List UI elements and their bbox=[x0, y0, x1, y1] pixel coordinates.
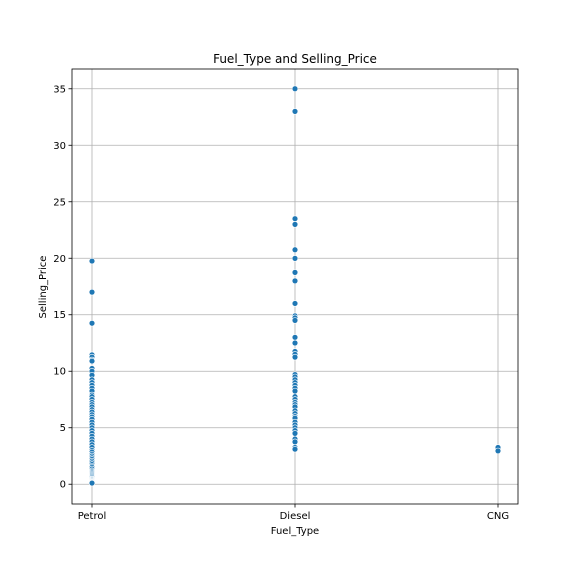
data-point bbox=[291, 339, 299, 347]
x-tick-label: Petrol bbox=[78, 511, 107, 522]
data-point bbox=[291, 277, 299, 285]
data-point bbox=[291, 85, 299, 92]
data-point bbox=[291, 269, 299, 276]
data-point bbox=[88, 320, 96, 327]
data-point bbox=[291, 255, 299, 262]
y-tick-label: 0 bbox=[60, 480, 66, 491]
y-tick-label: 10 bbox=[53, 367, 66, 378]
data-point bbox=[494, 447, 502, 455]
x-tick-label: Diesel bbox=[280, 511, 311, 522]
data-point bbox=[291, 246, 299, 253]
data-point bbox=[291, 215, 299, 222]
y-tick-label: 30 bbox=[53, 141, 66, 152]
data-point bbox=[88, 288, 96, 296]
chart-title: Fuel_Type and Selling_Price bbox=[213, 52, 377, 66]
x-tick-label: CNG bbox=[487, 511, 509, 522]
data-point bbox=[291, 300, 299, 307]
data-point bbox=[291, 108, 299, 115]
y-tick-label: 15 bbox=[53, 310, 66, 321]
data-point bbox=[291, 221, 299, 228]
y-tick-label: 25 bbox=[53, 197, 66, 208]
data-point bbox=[291, 430, 299, 437]
data-point bbox=[291, 334, 299, 341]
data-point bbox=[88, 357, 96, 365]
data-point bbox=[291, 446, 299, 453]
y-axis-label: Selling_Price bbox=[38, 256, 49, 319]
data-point bbox=[291, 317, 299, 324]
data-point bbox=[291, 387, 299, 395]
data-point bbox=[88, 479, 96, 487]
data-points bbox=[88, 85, 502, 487]
axis-ticks: 0 5 10 15 20 25 30 35 Petrol Diesel CNG bbox=[53, 84, 509, 522]
y-tick-label: 35 bbox=[53, 84, 66, 95]
data-point bbox=[88, 257, 96, 265]
x-axis-label: Fuel_Type bbox=[271, 526, 319, 537]
y-tick-label: 5 bbox=[60, 423, 66, 434]
data-point bbox=[291, 438, 299, 446]
data-point bbox=[291, 353, 299, 361]
y-tick-label: 20 bbox=[53, 254, 66, 265]
